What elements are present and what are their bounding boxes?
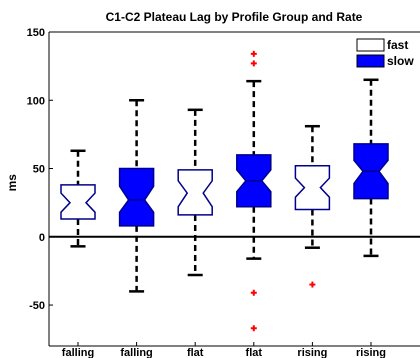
boxes: [60, 50, 389, 332]
legend-label-fast: fast: [387, 38, 408, 52]
y-tick-label: 50: [33, 164, 45, 176]
outlier-point: [309, 281, 316, 288]
chart-title: C1-C2 Plateau Lag by Profile Group and R…: [106, 10, 363, 24]
y-tick-label: 0: [39, 232, 45, 244]
box-flat-fast: [177, 108, 213, 277]
outlier-point: [250, 325, 257, 332]
legend: fast slow: [356, 38, 414, 68]
box-flat-slow: [236, 50, 272, 332]
x-tick-label: flat: [246, 347, 263, 358]
box-body: [177, 169, 213, 216]
x-tick-labels: falling falling flat flat rising rising: [62, 347, 386, 358]
outlier-point: [250, 60, 257, 67]
legend-swatch-fast: [356, 38, 385, 52]
x-tick-label: rising: [356, 347, 386, 358]
box-rising-fast: [294, 124, 331, 288]
y-tick-label: -50: [29, 300, 45, 312]
box-falling-slow: [118, 99, 155, 293]
y-tick-labels: -50 0 50 100 150: [27, 27, 45, 312]
x-tick-label: falling: [62, 347, 94, 358]
legend-label-slow: slow: [387, 54, 414, 68]
x-tick-label: flat: [187, 347, 204, 358]
outlier-point: [250, 50, 257, 57]
outlier-point: [250, 289, 257, 296]
axes: [48, 31, 420, 347]
box-body: [60, 184, 96, 220]
box-body: [118, 167, 155, 227]
x-tick-label: rising: [297, 347, 327, 358]
y-axis-label: ms: [5, 174, 19, 192]
y-tick-label: 150: [27, 27, 45, 39]
box-body: [294, 165, 331, 211]
x-tick-label: falling: [120, 347, 152, 358]
legend-swatch-slow: [356, 54, 385, 68]
y-tick-label: 100: [27, 95, 45, 107]
box-falling-fast: [60, 149, 96, 248]
box-rising-slow: [353, 78, 389, 258]
